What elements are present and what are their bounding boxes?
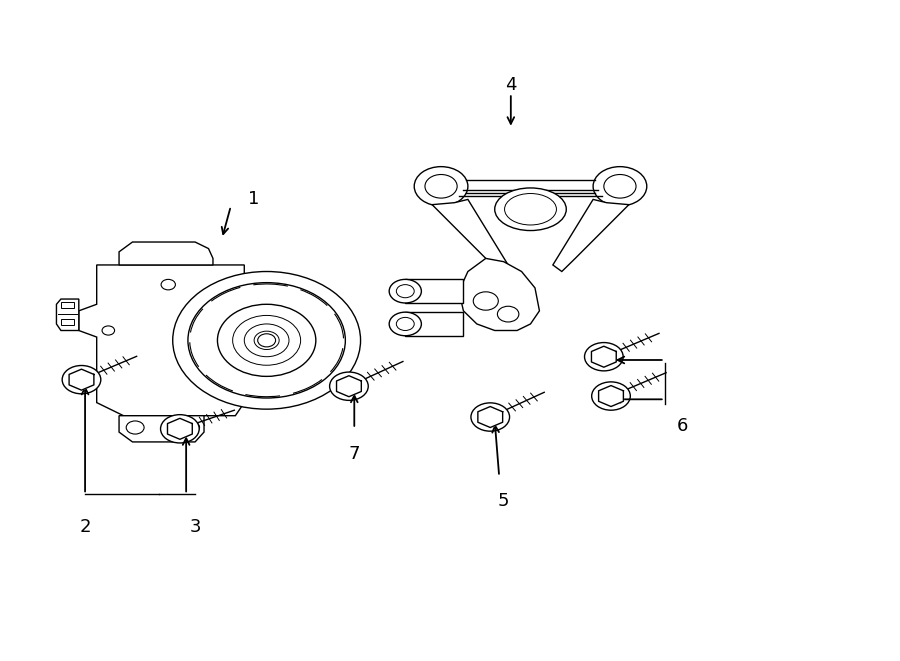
Polygon shape [119,242,213,265]
Circle shape [218,304,316,376]
Circle shape [414,167,468,206]
Text: 6: 6 [677,416,688,434]
Circle shape [473,292,499,310]
Text: 1: 1 [248,190,259,208]
Circle shape [254,331,279,350]
Text: 4: 4 [505,76,517,94]
Circle shape [188,283,346,398]
Polygon shape [432,200,508,272]
Circle shape [396,317,414,330]
FancyBboxPatch shape [61,301,75,308]
Ellipse shape [505,194,556,225]
Circle shape [604,175,636,198]
Polygon shape [167,418,193,440]
Text: 3: 3 [189,518,201,536]
Polygon shape [79,265,244,416]
Circle shape [232,315,301,366]
Circle shape [62,366,101,394]
Text: 7: 7 [348,445,360,463]
Polygon shape [591,346,617,368]
Circle shape [244,324,289,357]
Polygon shape [57,299,79,330]
FancyBboxPatch shape [61,319,75,325]
Circle shape [173,272,361,409]
Circle shape [182,421,200,434]
Circle shape [425,175,457,198]
Polygon shape [478,407,502,428]
Polygon shape [598,385,624,407]
Ellipse shape [495,188,566,231]
Text: 5: 5 [498,492,509,510]
Polygon shape [553,200,629,272]
Circle shape [591,382,630,410]
Circle shape [584,342,623,371]
Polygon shape [459,258,539,330]
Polygon shape [119,416,204,442]
Circle shape [102,326,114,335]
Circle shape [257,334,275,347]
Circle shape [389,312,421,336]
Polygon shape [405,280,464,303]
Polygon shape [337,375,361,397]
Circle shape [498,306,519,322]
Polygon shape [405,312,464,336]
Circle shape [160,414,199,443]
Circle shape [389,280,421,303]
Circle shape [593,167,647,206]
Circle shape [126,421,144,434]
Text: 2: 2 [79,518,91,536]
Circle shape [161,280,176,290]
Polygon shape [69,369,94,390]
Circle shape [396,285,414,297]
Circle shape [471,403,509,431]
Circle shape [329,372,368,401]
